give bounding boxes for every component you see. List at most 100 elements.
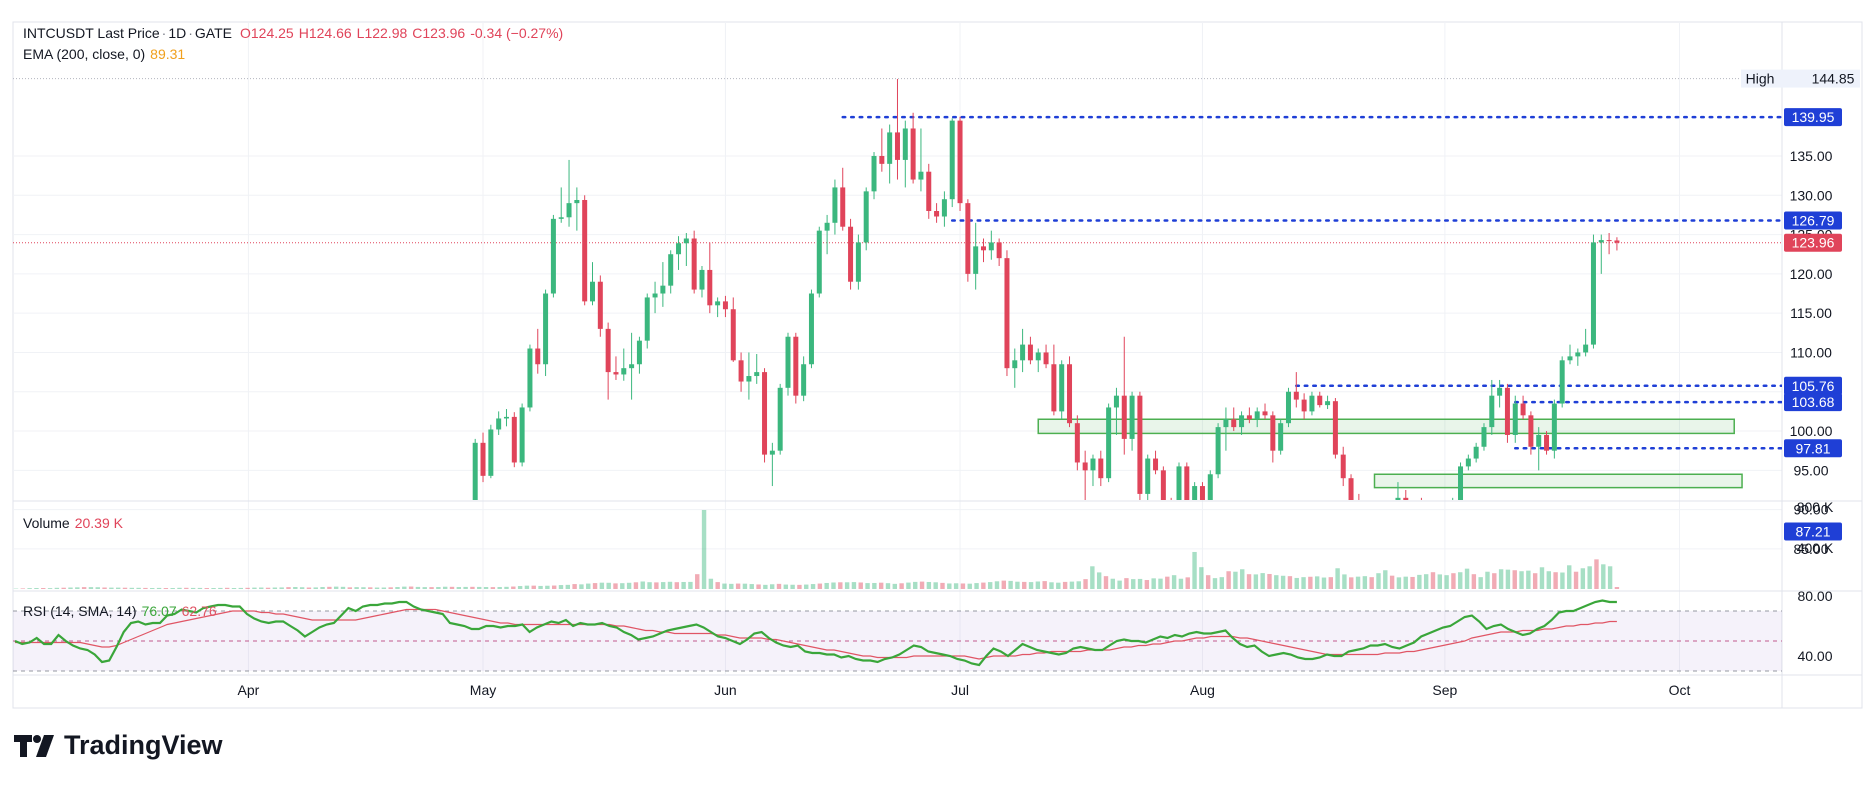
volume-bar	[1404, 577, 1408, 589]
volume-bar	[286, 587, 290, 589]
volume-bar	[1540, 567, 1544, 589]
volume-bar	[647, 582, 651, 589]
candle-body	[488, 429, 493, 475]
candle-body	[754, 372, 759, 376]
candle-body	[1145, 459, 1150, 494]
volume-bar	[354, 587, 358, 589]
candle-body	[504, 417, 509, 419]
ohlc-close: C123.96	[412, 25, 465, 41]
candle-body	[684, 239, 689, 244]
candle-body	[1466, 459, 1471, 467]
volume-bar	[532, 586, 536, 589]
volume-bar	[913, 582, 917, 589]
volume-bar	[205, 588, 209, 589]
volume-bar	[1363, 576, 1367, 589]
candle-body	[1294, 392, 1299, 400]
candle-body	[770, 451, 775, 455]
candle-body	[653, 294, 658, 298]
volume-bar	[893, 584, 897, 589]
volume-bar	[695, 574, 699, 589]
volume-bar	[184, 588, 188, 589]
volume-bar	[1533, 573, 1537, 589]
volume-bar	[1485, 572, 1489, 589]
volume-bar	[259, 588, 263, 589]
tradingview-logo-icon	[14, 735, 56, 757]
volume-bar	[1615, 587, 1619, 589]
volume-bar	[1090, 566, 1094, 589]
volume-bar	[1008, 581, 1012, 589]
volume-bar	[777, 584, 781, 589]
time-axis-label: Jul	[951, 682, 969, 698]
volume-bar	[1158, 579, 1162, 589]
volume-bar	[729, 584, 733, 589]
volume-bar	[613, 583, 617, 589]
volume-bar	[61, 588, 65, 589]
candle-body	[637, 341, 642, 365]
candle-body	[817, 231, 822, 294]
candle-body	[1544, 435, 1549, 451]
volume-bar	[940, 583, 944, 589]
candle-body	[926, 172, 931, 211]
volume-bar	[375, 588, 379, 589]
volume-bar	[859, 582, 863, 589]
candle-body	[793, 337, 798, 396]
chart-frame	[13, 22, 1862, 708]
volume-bar	[463, 587, 467, 589]
candle-body	[1130, 396, 1135, 439]
volume-bar	[266, 588, 270, 589]
demand-zone	[1038, 419, 1734, 433]
candle-body	[527, 349, 532, 408]
volume-bar	[981, 583, 985, 589]
volume-bar	[1104, 576, 1108, 589]
volume-bar	[27, 588, 31, 589]
volume-bar	[1131, 579, 1135, 589]
volume-bar	[865, 583, 869, 589]
candle-body	[801, 364, 806, 395]
volume-bar	[395, 587, 399, 589]
candle-body	[1583, 345, 1588, 353]
candle-body	[1075, 423, 1080, 462]
volume-bar	[293, 587, 297, 589]
volume-bar	[1165, 577, 1169, 589]
ohlc-high: H124.66	[299, 25, 352, 41]
volume-bar	[409, 587, 413, 589]
volume-bar	[641, 581, 645, 589]
volume-bar	[136, 588, 140, 589]
candle-body	[1012, 360, 1017, 368]
volume-bar	[1587, 566, 1591, 589]
volume-bar	[327, 587, 331, 589]
volume-bar	[368, 587, 372, 589]
candle-body	[1333, 401, 1338, 454]
volume-bar	[429, 587, 433, 589]
ema-legend[interactable]: EMA (200, close, 0)89.31	[23, 45, 190, 63]
candle-body	[832, 187, 837, 222]
candle-body	[762, 372, 767, 455]
volume-bar	[34, 588, 38, 589]
candle-body	[1489, 396, 1494, 427]
candle-body	[668, 254, 673, 285]
candle-body	[1247, 415, 1252, 419]
volume-bar	[988, 582, 992, 589]
candle-body	[739, 360, 744, 381]
candle-body	[856, 242, 861, 281]
volume-bar	[634, 582, 638, 589]
volume-bar	[218, 588, 222, 589]
volume-bar	[661, 582, 665, 589]
candle-body	[1051, 364, 1056, 411]
tradingview-logo[interactable]: TradingView	[14, 730, 223, 761]
level-price-label: 105.76	[1792, 378, 1835, 394]
volume-bar	[906, 583, 910, 589]
candle-body	[543, 294, 548, 365]
candle-body	[1286, 392, 1291, 423]
volume-bar	[525, 586, 529, 589]
candle-body	[473, 443, 478, 506]
volume-bar	[1199, 567, 1203, 589]
candle-body	[621, 368, 626, 374]
volume-bar	[1513, 570, 1517, 589]
volume-bar	[96, 587, 100, 589]
volume-bar	[130, 588, 134, 589]
